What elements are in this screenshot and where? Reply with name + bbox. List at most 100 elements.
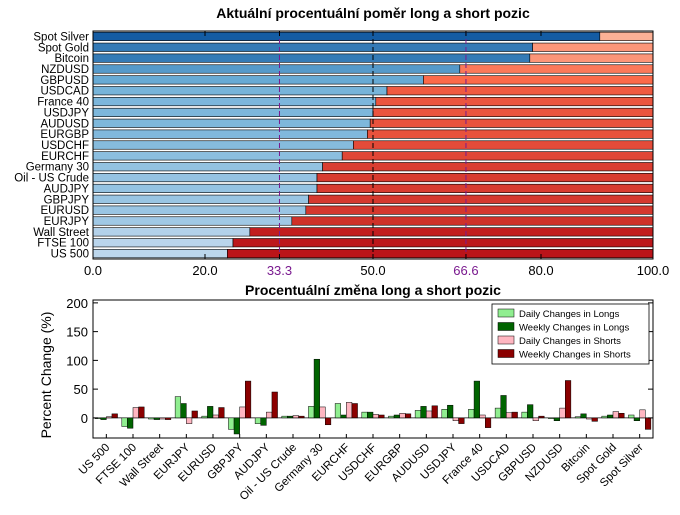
short-bar-nzdusd	[459, 64, 654, 74]
long-bar-us-500	[92, 249, 228, 259]
long-bar-wall-street	[92, 227, 251, 237]
change-bar-weekly-changes-in-shorts-eurgbp	[405, 413, 412, 419]
change-bar-weekly-changes-in-longs-gbpusd	[527, 404, 534, 419]
top-x-tick-label: 20.0	[192, 263, 217, 278]
short-bar-bitcoin	[529, 53, 654, 63]
change-bar-weekly-changes-in-longs-wall-street	[153, 417, 160, 420]
top-category-label: US 500	[51, 249, 89, 261]
change-bar-weekly-changes-in-longs-nzdusd	[553, 417, 560, 421]
change-bar-weekly-changes-in-shorts-spot-gold	[618, 413, 625, 419]
change-bar-daily-changes-in-longs-nzdusd	[548, 417, 555, 419]
change-bar-weekly-changes-in-longs-gbpjpy	[233, 417, 240, 435]
bottom-y-tick-label: 150	[66, 325, 88, 340]
change-bar-weekly-changes-in-longs-eurusd	[207, 406, 214, 419]
long-bar-spot-silver	[92, 31, 601, 41]
top-category-label: AUDJPY	[44, 183, 90, 195]
long-bar-usdchf	[92, 140, 354, 150]
short-bar-usdcad	[386, 86, 654, 96]
top-category-label: GBPJPY	[44, 194, 90, 206]
change-bar-daily-changes-in-longs-ftse-100	[121, 417, 128, 427]
short-bar-spot-gold	[532, 42, 654, 52]
bottom-chart-title: Procentuální změna long a short pozic	[245, 282, 501, 298]
top-category-label: NZDUSD	[41, 64, 89, 76]
bottom-bars-group	[93, 358, 653, 435]
change-bar-weekly-changes-in-shorts-nzdusd	[565, 380, 572, 419]
change-bar-weekly-changes-in-longs-usdcad	[500, 395, 507, 419]
top-category-label: Spot Gold	[38, 42, 89, 54]
change-bar-daily-changes-in-longs-usdjpy	[441, 409, 448, 419]
change-bar-daily-changes-in-longs-audjpy	[254, 417, 261, 424]
short-bar-gbpjpy	[308, 194, 654, 204]
top-category-label: USDCAD	[40, 86, 89, 98]
change-bar-daily-changes-in-longs-eurusd	[201, 415, 208, 419]
bottom-y-tick-label: 100	[66, 353, 88, 368]
short-bar-eurusd	[305, 205, 654, 215]
top-category-label: EURJPY	[44, 216, 90, 228]
long-bar-gbpjpy	[92, 194, 309, 204]
short-bar-audjpy	[316, 183, 654, 193]
change-bar-daily-changes-in-shorts-eurusd	[212, 414, 219, 419]
top-reference-lines	[278, 31, 467, 259]
long-bar-germany-30	[92, 162, 323, 172]
top-category-label: EURUSD	[40, 205, 89, 217]
long-bar-eurchf	[92, 151, 343, 161]
top-category-label: Spot Silver	[33, 31, 89, 43]
change-bar-weekly-changes-in-shorts-us-500	[111, 413, 118, 419]
legend-label-daily-changes-in-shorts: Daily Changes in Shorts	[519, 336, 621, 347]
change-bar-daily-changes-in-shorts-spot-silver	[639, 409, 646, 419]
top-category-label: GBPUSD	[40, 75, 89, 87]
long-bar-usdjpy	[92, 107, 374, 117]
top-x-tick-label: 80.0	[528, 263, 553, 278]
top-x-tick-label: 0.0	[84, 263, 102, 278]
change-bar-weekly-changes-in-shorts-usdchf	[378, 414, 385, 419]
top-category-label: EURGBP	[40, 129, 89, 141]
long-bar-eurusd	[92, 205, 307, 215]
change-bar-daily-changes-in-longs-eurchf	[334, 403, 341, 419]
short-bar-gbpusd	[423, 75, 654, 85]
short-bar-wall-street	[249, 227, 654, 237]
change-bar-daily-changes-in-longs-eurjpy	[174, 396, 181, 419]
change-bar-daily-changes-in-longs-spot-gold	[601, 415, 608, 419]
change-bar-daily-changes-in-shorts-ftse-100	[132, 407, 139, 419]
change-bar-daily-changes-in-longs-wall-street	[148, 417, 155, 420]
long-bar-nzdusd	[92, 64, 461, 74]
short-bar-ftse-100	[232, 238, 654, 248]
long-bar-ftse-100	[92, 238, 234, 248]
change-bar-weekly-changes-in-shorts-eurchf	[351, 403, 358, 419]
change-bar-daily-changes-in-shorts-us-500	[106, 416, 113, 419]
change-bar-weekly-changes-in-longs-ftse-100	[127, 417, 134, 429]
change-bar-weekly-changes-in-longs-france-40	[473, 380, 480, 419]
short-bar-eurgbp	[367, 129, 654, 139]
change-bar-weekly-changes-in-shorts-wall-street	[165, 417, 172, 420]
long-bar-audusd	[92, 118, 371, 128]
short-bar-usdchf	[353, 140, 654, 150]
long-bar-eurjpy	[92, 216, 293, 226]
legend-box	[491, 303, 650, 365]
change-bar-daily-changes-in-shorts-wall-street	[159, 417, 166, 420]
bottom-legend: Daily Changes in Longs Weekly Changes in …	[491, 303, 650, 365]
top-x-tick-label: 50.0	[360, 263, 385, 278]
top-x-tick-label: 66.6	[453, 263, 478, 278]
top-chart-title: Aktuální procentuální poměr long a short…	[216, 5, 530, 21]
change-bar-daily-changes-in-shorts-eurgbp	[399, 413, 406, 419]
change-bar-weekly-changes-in-longs-spot-gold	[607, 414, 614, 419]
change-bar-weekly-changes-in-longs-audusd	[420, 406, 427, 419]
top-category-label: USDJPY	[44, 107, 90, 119]
short-bar-germany-30	[322, 162, 654, 172]
change-bar-daily-changes-in-shorts-gbpusd	[532, 417, 539, 421]
top-bars-group	[92, 31, 654, 259]
change-bar-daily-changes-in-shorts-germany-30	[319, 406, 326, 419]
legend-swatch-daily-changes-in-longs	[497, 308, 515, 318]
long-bar-audjpy	[92, 183, 318, 193]
change-bar-weekly-changes-in-shorts-spot-silver	[645, 417, 652, 430]
change-bar-weekly-changes-in-longs-us-500	[100, 417, 107, 420]
long-bar-spot-gold	[92, 42, 533, 52]
bottom-y-axis-label: Percent Change (%)	[38, 312, 54, 439]
legend-swatch-weekly-changes-in-longs	[497, 322, 515, 331]
change-bar-daily-changes-in-longs-france-40	[468, 409, 475, 419]
short-bar-oil-us-crude	[316, 173, 654, 183]
change-bar-weekly-changes-in-longs-eurgbp	[393, 414, 400, 419]
